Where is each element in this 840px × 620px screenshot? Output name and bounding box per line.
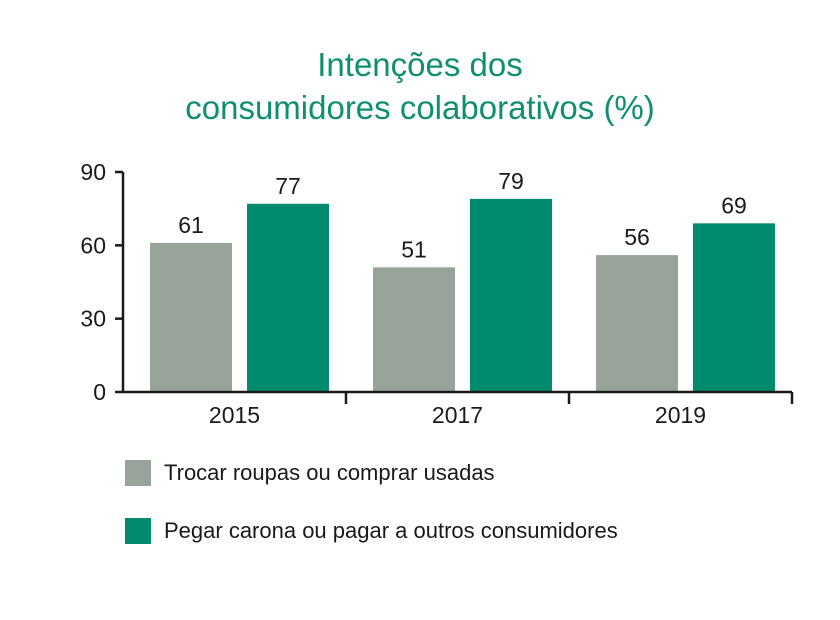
bar-2019-series-2	[693, 223, 775, 392]
value-label-2017-series-1: 51	[401, 236, 427, 262]
bar-2019-series-1	[596, 255, 678, 392]
bar-2015-series-2	[247, 203, 329, 392]
legend-label-series-1: Trocar roupas ou comprar usadas	[164, 460, 495, 485]
y-tick-label-30: 30	[80, 306, 106, 332]
bar-2015-series-1	[150, 242, 232, 392]
y-tick-label-60: 60	[80, 232, 106, 258]
value-label-2015-series-2: 77	[275, 173, 301, 199]
bars-group	[150, 198, 775, 392]
x-tick-label-2019: 2019	[655, 402, 706, 428]
y-tick-label-90: 90	[80, 159, 106, 185]
axes-group: 2015 2017 2019 0 30 60 90	[80, 159, 794, 428]
legend-item-series-1: Trocar roupas ou comprar usadas	[125, 459, 495, 487]
bar-2017-series-1	[373, 267, 455, 392]
legend-label-series-2: Pegar carona ou pagar a outros consumido…	[164, 518, 618, 543]
chart-title-line-1: Intenções dos	[317, 46, 523, 83]
x-tick-label-2015: 2015	[209, 402, 260, 428]
legend-swatch-series-1	[125, 460, 151, 486]
chart-title-line-2: consumidores colaborativos (%)	[185, 89, 655, 126]
legend-swatch-series-2	[125, 518, 151, 544]
bar-2017-series-2	[470, 198, 552, 392]
value-label-2019-series-2: 69	[721, 192, 747, 218]
value-label-2019-series-1: 56	[624, 224, 650, 250]
value-labels-group: 61 77 51 79 56 69	[178, 168, 747, 262]
legend-item-series-2: Pegar carona ou pagar a outros consumido…	[125, 517, 618, 545]
y-tick-label-0: 0	[93, 379, 106, 405]
value-label-2017-series-2: 79	[498, 168, 524, 194]
x-tick-label-2017: 2017	[432, 402, 483, 428]
value-label-2015-series-1: 61	[178, 212, 204, 238]
